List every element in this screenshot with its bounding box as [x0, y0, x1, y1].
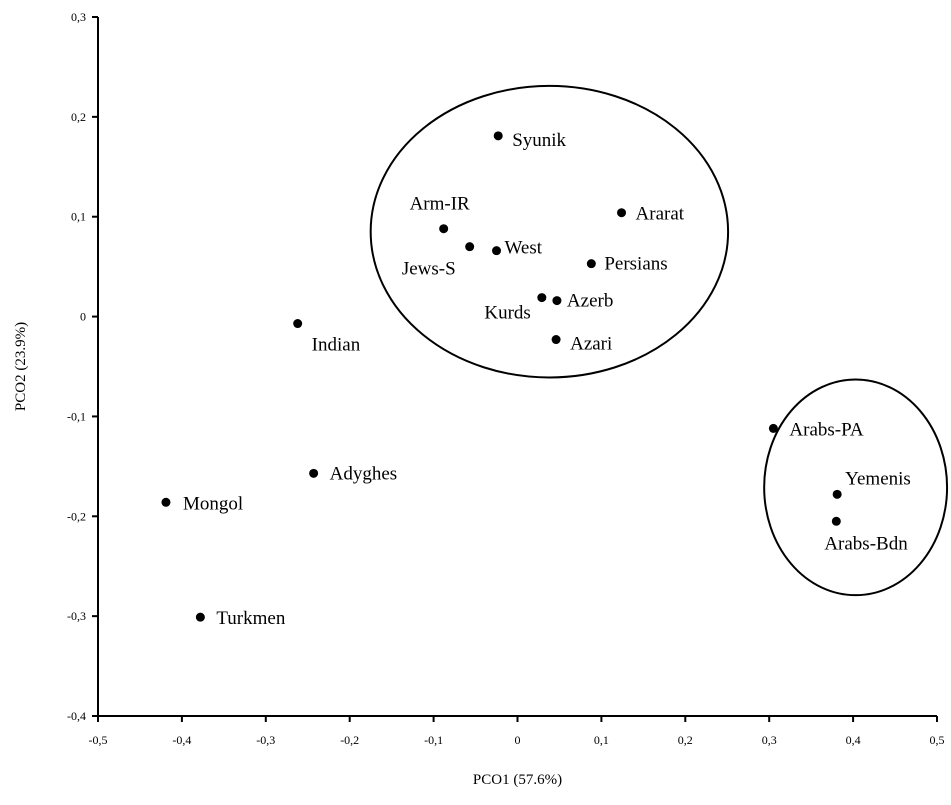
- y-tick-label: -0,1: [67, 409, 86, 423]
- point-label: Arm-IR: [410, 194, 470, 215]
- point-label: Syunik: [512, 130, 566, 151]
- point-label: Yemenis: [845, 468, 911, 489]
- data-point: [309, 468, 319, 478]
- y-tick-label: 0: [80, 310, 86, 324]
- data-point: [195, 612, 205, 622]
- x-axis-ticks: -0,5 -0,4 -0,3 -0,2 -0,1 0 0,1 0,2 0,3 0,4 0,5: [89, 716, 945, 747]
- x-tick-label: -0,5: [89, 733, 108, 747]
- x-tick-label: -0,2: [340, 733, 359, 747]
- point-label: Jews-S: [402, 259, 456, 280]
- point-label: Ararat: [636, 204, 685, 225]
- data-point: [832, 489, 842, 499]
- data-point: [465, 242, 475, 252]
- x-tick-label: 0: [515, 733, 521, 747]
- data-point: [537, 293, 547, 303]
- point-label: Mongol: [183, 493, 243, 514]
- y-tick-label: -0,4: [67, 709, 86, 723]
- point-label: Kurds: [484, 303, 530, 324]
- x-tick-label: 0,1: [594, 733, 609, 747]
- data-point: [552, 296, 562, 306]
- y-tick-label: -0,3: [67, 609, 86, 623]
- data-point: [586, 259, 596, 269]
- x-tick-label: 0,4: [846, 733, 861, 747]
- x-tick-label: 0,2: [678, 733, 693, 747]
- data-point: [551, 335, 561, 345]
- point-label: Arabs-PA: [789, 419, 864, 440]
- x-tick-label: 0,5: [930, 733, 945, 747]
- data-point: [439, 224, 449, 234]
- x-tick-label: -0,3: [256, 733, 275, 747]
- data-point: [492, 246, 502, 256]
- y-tick-label: 0,1: [71, 210, 86, 224]
- cluster-ellipses: [369, 84, 949, 597]
- y-tick-label: 0,2: [71, 110, 86, 124]
- point-label: Arabs-Bdn: [824, 533, 908, 554]
- point-label: Azerb: [567, 291, 613, 312]
- point-label: West: [505, 238, 543, 259]
- y-tick-label: 0,3: [71, 10, 86, 24]
- x-axis-title: PCO1 (57.6%): [473, 772, 562, 788]
- x-tick-label: 0,3: [762, 733, 777, 747]
- cluster-ellipse: [369, 84, 730, 379]
- point-label: Persians: [604, 254, 667, 275]
- point-label: Adyghes: [330, 463, 398, 484]
- x-tick-label: -0,1: [424, 733, 443, 747]
- point-label: Indian: [312, 335, 361, 356]
- x-tick-label: -0,4: [172, 733, 191, 747]
- data-point: [768, 423, 778, 433]
- data-point: [161, 497, 171, 507]
- data-point: [293, 319, 303, 329]
- cluster-ellipse: [763, 378, 949, 597]
- y-tick-label: -0,2: [67, 509, 86, 523]
- y-axis-ticks: 0,3 0,2 0,1 0 -0,1 -0,2 -0,3 -0,4: [67, 10, 98, 723]
- y-axis-title: PCO2 (23.9%): [13, 322, 29, 411]
- data-point: [617, 208, 627, 218]
- data-points: Syunik Ararat Arm-IR Jews-S West Persians Kurd…: [161, 130, 911, 629]
- data-point: [831, 516, 841, 526]
- point-label: Turkmen: [216, 608, 285, 629]
- point-label: Azari: [570, 334, 612, 355]
- data-point: [493, 131, 503, 141]
